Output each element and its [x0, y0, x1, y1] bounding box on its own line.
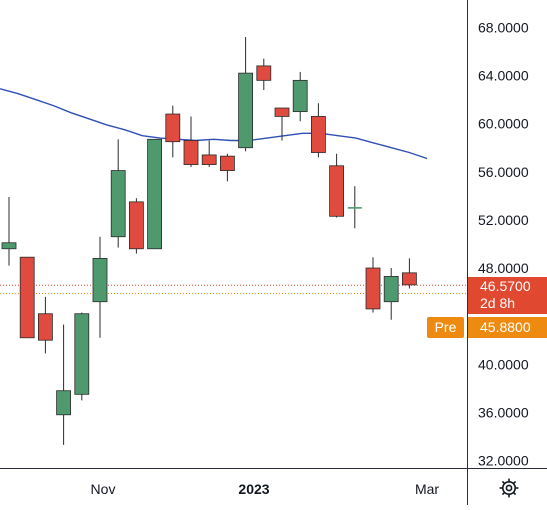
candle-body [128, 201, 144, 250]
candle[interactable] [201, 140, 217, 167]
last-price-label: 46.5700 [480, 278, 531, 294]
candle[interactable] [110, 139, 126, 248]
candle-body [256, 65, 272, 81]
candle-body [92, 257, 108, 303]
candle[interactable] [365, 257, 381, 313]
premarket-price-tag [468, 317, 547, 338]
candle[interactable] [383, 268, 399, 320]
y-tick-label: 64.0000 [478, 68, 529, 84]
candle-body [74, 313, 90, 395]
premarket-badge [427, 317, 464, 338]
moving-average-line[interactable] [0, 88, 428, 160]
candle[interactable] [1, 197, 17, 266]
candle-body [310, 116, 326, 153]
candle-body [183, 140, 199, 165]
settings-button[interactable] [499, 478, 519, 498]
candle-body [238, 72, 254, 149]
y-tick-label: 48.0000 [478, 260, 529, 276]
y-tick-label: 60.0000 [478, 116, 529, 132]
y-tick-label: 40.0000 [478, 356, 529, 372]
gear-icon[interactable] [499, 478, 519, 498]
candle[interactable] [347, 186, 362, 229]
candle-body [383, 276, 399, 303]
y-tick-label: 56.0000 [478, 164, 529, 180]
candle-body [56, 390, 71, 416]
candle[interactable] [19, 256, 35, 339]
x-tick-label: Mar [415, 481, 439, 497]
candle[interactable] [183, 116, 199, 167]
y-tick-label: 32.0000 [478, 453, 529, 469]
candle-body [219, 155, 235, 171]
candle-body [401, 272, 417, 286]
plot-area[interactable] [0, 37, 467, 445]
premarket-badge-label: Pre [435, 319, 457, 335]
y-tick-label: 68.0000 [478, 19, 529, 35]
last-price-tag [468, 277, 547, 314]
candle[interactable] [74, 312, 90, 401]
candle[interactable] [274, 107, 290, 141]
candle-body [365, 267, 381, 310]
candle-body [329, 165, 345, 217]
candle-body [274, 107, 290, 117]
candle[interactable] [165, 105, 181, 158]
candle[interactable] [219, 153, 235, 182]
x-tick-label: Nov [91, 481, 116, 497]
candle-body [292, 79, 308, 113]
candle-body [147, 138, 163, 250]
candle[interactable] [147, 138, 163, 250]
candle[interactable] [329, 153, 345, 218]
candle[interactable] [128, 198, 144, 254]
candle-body [19, 256, 35, 339]
candle[interactable] [256, 58, 272, 90]
candle-body [201, 154, 217, 165]
candle-body [38, 313, 53, 341]
y-tick-label: 52.0000 [478, 212, 529, 228]
candle[interactable] [38, 296, 53, 354]
candle-body [110, 170, 126, 238]
candle-body [1, 242, 17, 250]
candle[interactable] [238, 37, 254, 152]
countdown-label: 2d 8h [480, 295, 515, 311]
candle[interactable] [401, 258, 417, 289]
y-tick-label: 36.0000 [478, 404, 529, 420]
candle[interactable] [92, 236, 108, 338]
x-tick-label: 2023 [238, 481, 269, 497]
candle-body [165, 113, 181, 143]
candle[interactable] [292, 71, 308, 122]
candle[interactable] [56, 324, 71, 445]
premarket-price-label: 45.8800 [480, 319, 531, 335]
candle[interactable] [310, 103, 326, 158]
